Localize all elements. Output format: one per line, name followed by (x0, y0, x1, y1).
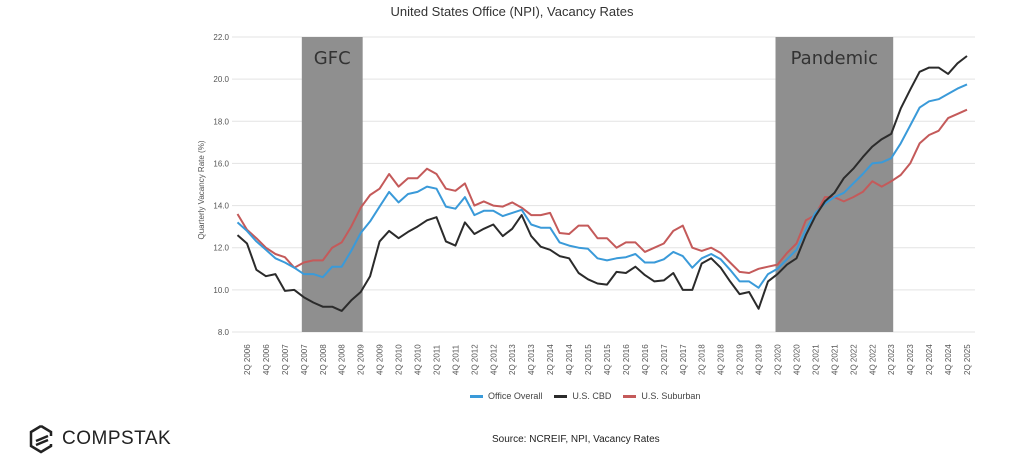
y-tick-label: 14.0 (213, 202, 229, 211)
period-label: GFC (314, 48, 351, 69)
brand-name: COMPSTAK (62, 428, 172, 449)
x-tick-label: 2Q 2022 (849, 344, 858, 375)
y-tick-label: 8.0 (218, 328, 230, 337)
x-tick-label: 4Q 2021 (830, 344, 839, 375)
x-tick-label: 2Q 2012 (470, 344, 479, 375)
x-tick-label: 2Q 2021 (811, 344, 820, 375)
legend-swatch (470, 394, 483, 398)
legend-item-suburban: U.S. Suburban (623, 391, 700, 401)
legend-swatch (554, 394, 568, 398)
y-tick-label: 10.0 (213, 286, 229, 295)
x-tick-label: 4Q 2017 (679, 344, 688, 375)
compstak-logo-icon (29, 424, 53, 454)
source-note: Source: NCREIF, NPI, Vacancy Rates (492, 434, 660, 445)
x-tick-label: 2Q 2011 (432, 344, 441, 375)
y-axis-label: Quarterly Vacancy Rate (%) (197, 140, 206, 239)
x-tick-label: 2Q 2010 (395, 344, 404, 375)
x-tick-label: 2Q 2019 (736, 344, 745, 375)
x-tick-label: 4Q 2016 (641, 344, 650, 375)
x-tick-label: 4Q 2019 (755, 344, 764, 375)
x-tick-label: 2Q 2023 (887, 344, 896, 375)
x-tick-label: 4Q 2006 (262, 344, 271, 375)
y-tick-label: 12.0 (213, 244, 229, 253)
x-tick-label: 4Q 2015 (603, 344, 612, 375)
y-tick-label: 20.0 (213, 75, 229, 84)
x-tick-label: 4Q 2014 (565, 344, 574, 375)
x-tick-label: 4Q 2008 (338, 344, 347, 375)
legend-item-cbd: U.S. CBD (554, 391, 611, 401)
x-tick-label: 4Q 2009 (376, 344, 385, 375)
series-line-u-s-cbd (236, 55, 968, 312)
x-tick-label: 2Q 2008 (319, 344, 328, 375)
x-tick-label: 2Q 2020 (774, 344, 783, 375)
x-tick-label: 2Q 2017 (660, 344, 669, 375)
x-tick-label: 2Q 2006 (243, 344, 252, 375)
x-tick-label: 4Q 2011 (451, 344, 460, 375)
y-tick-label: 16.0 (213, 159, 229, 168)
x-tick-label: 2Q 2007 (281, 344, 290, 375)
x-tick-label: 4Q 2018 (717, 344, 726, 375)
shaded-period-gfc (301, 37, 363, 332)
legend: Office Overall U.S. CBD U.S. Suburban (470, 391, 700, 401)
legend-label: U.S. CBD (572, 391, 612, 401)
x-tick-label: 2Q 2024 (925, 344, 934, 375)
x-tick-label: 4Q 2012 (489, 344, 498, 375)
legend-label: U.S. Suburban (641, 391, 701, 401)
series-line-u-s-suburban (236, 108, 968, 274)
y-tick-label: 18.0 (213, 117, 229, 126)
x-tick-label: 2Q 2015 (584, 344, 593, 375)
x-tick-label: 4Q 2007 (300, 344, 309, 375)
x-tick-label: 2Q 2014 (546, 344, 555, 375)
legend-label: Office Overall (488, 391, 543, 401)
series-line-office-overall (236, 83, 968, 289)
x-tick-label: 4Q 2024 (944, 344, 953, 375)
x-tick-label: 4Q 2020 (792, 344, 801, 375)
x-tick-label: 2Q 2016 (622, 344, 631, 375)
y-tick-label: 22.0 (213, 33, 229, 42)
shaded-period-pandemic (775, 37, 894, 332)
x-tick-label: 4Q 2023 (906, 344, 915, 375)
x-tick-label: 2Q 2013 (508, 344, 517, 375)
x-tick-label: 4Q 2022 (868, 344, 877, 375)
x-tick-label: 4Q 2013 (527, 344, 536, 375)
period-label: Pandemic (791, 48, 878, 69)
x-tick-label: 2Q 2009 (357, 344, 366, 375)
legend-item-office-overall: Office Overall (470, 391, 542, 401)
legend-swatch (623, 394, 637, 398)
x-tick-label: 2Q 2018 (698, 344, 707, 375)
chart-title: United States Office (NPI), Vacancy Rate… (390, 4, 634, 19)
compstak-logo: COMPSTAK (28, 424, 171, 454)
x-tick-label: 2Q 2025 (963, 344, 972, 375)
x-tick-label: 4Q 2010 (414, 344, 423, 375)
